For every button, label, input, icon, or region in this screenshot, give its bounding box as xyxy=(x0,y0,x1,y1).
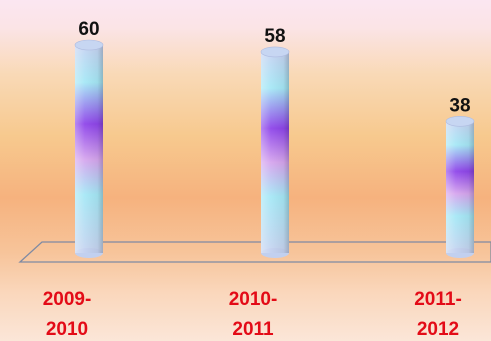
bar-top-cap xyxy=(260,46,290,58)
category-tick-label: 2010-2011 xyxy=(229,289,278,340)
bar xyxy=(260,46,290,258)
bar-shade xyxy=(75,45,103,253)
category-tick-label: 2011-2012 xyxy=(414,289,462,340)
bar-top-cap xyxy=(74,39,104,51)
category-tick-label: 2009-2010 xyxy=(43,289,92,340)
chart-floor xyxy=(18,241,491,263)
bar-shade xyxy=(261,51,289,253)
bar-top-cap xyxy=(445,115,475,127)
data-label: 38 xyxy=(449,95,470,116)
bar xyxy=(74,39,104,258)
data-label: 58 xyxy=(264,26,285,47)
data-label: 60 xyxy=(78,19,99,40)
bar xyxy=(445,115,475,258)
bar-shade xyxy=(446,121,474,254)
